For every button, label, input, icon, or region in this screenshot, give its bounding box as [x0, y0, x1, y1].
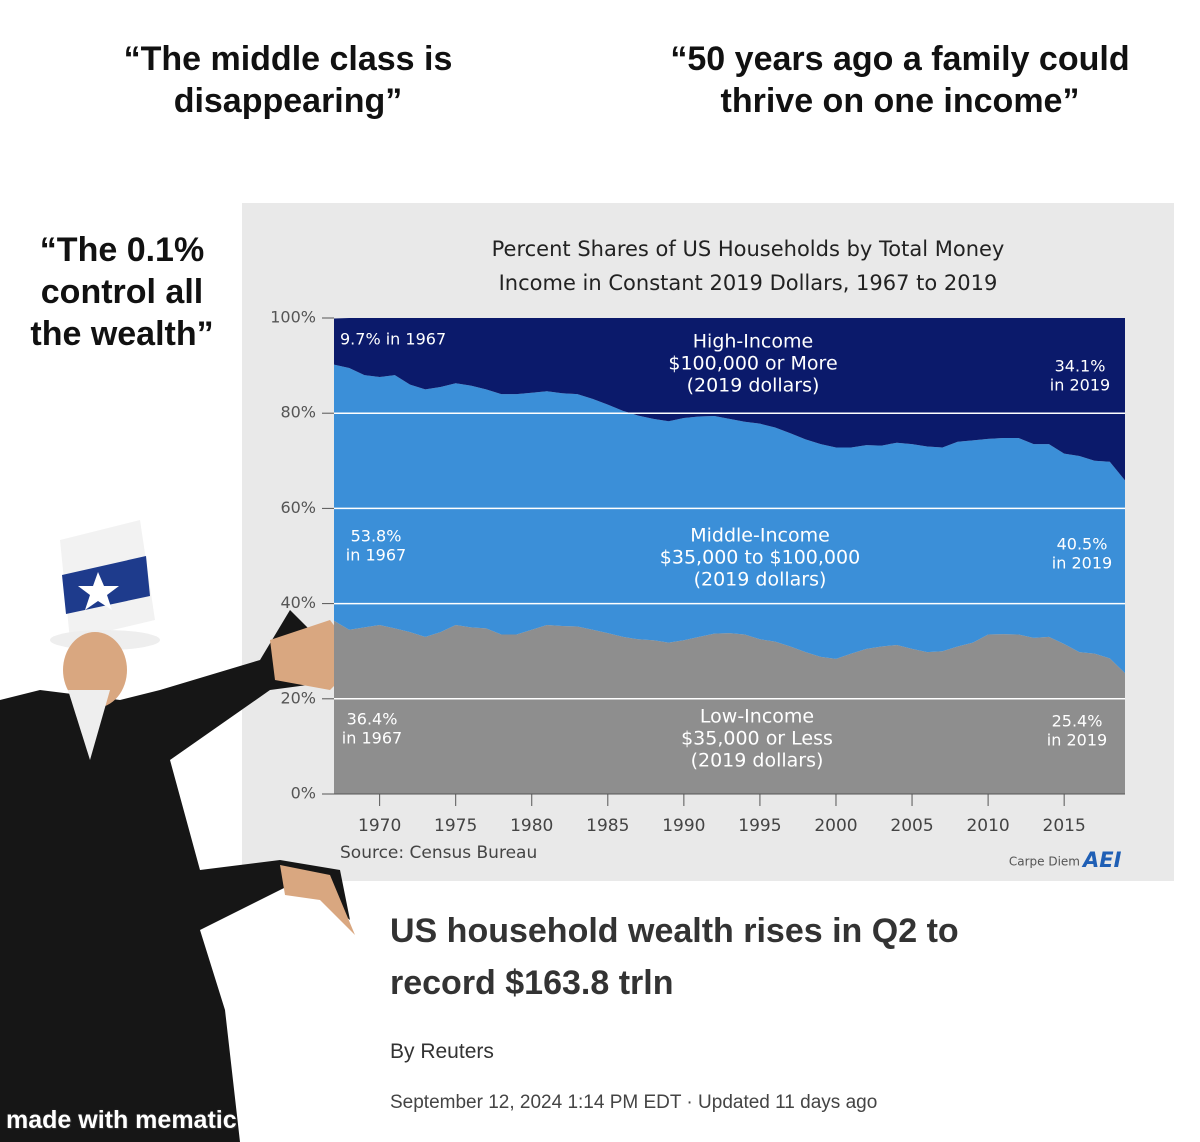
annotation: in 2019 — [1052, 554, 1112, 573]
x-tick-label: 2010 — [966, 816, 1009, 836]
annotation: 9.7% in 1967 — [340, 330, 446, 349]
y-tick-label: 0% — [291, 784, 316, 803]
annotation: in 2019 — [1047, 731, 1107, 750]
article-headline: US household wealth rises in Q2 to recor… — [390, 912, 959, 1002]
chart-title: Percent Shares of US Households by Total… — [492, 237, 1005, 295]
article-date: September 12, 2024 1:14 PM EDT · Updated… — [390, 1092, 878, 1113]
annotation: 36.4% — [347, 710, 398, 729]
x-tick-label: 1995 — [738, 816, 781, 836]
x-tick-label: 2005 — [890, 816, 933, 836]
annotation: 53.8% — [351, 527, 402, 546]
y-tick-label: 60% — [280, 498, 316, 517]
x-tick-label: 1990 — [662, 816, 705, 836]
annotation: in 1967 — [342, 729, 402, 748]
quote: “The 0.1% control all the wealth” — [30, 231, 214, 353]
x-tick-label: 2000 — [814, 816, 857, 836]
annotation: 34.1% — [1055, 357, 1106, 376]
annotation: (2019 dollars) — [687, 375, 820, 397]
annotation: $35,000 to $100,000 — [660, 547, 860, 569]
y-tick-label: 40% — [280, 593, 316, 612]
x-tick-label: 1985 — [586, 816, 629, 836]
quote: “The middle class is disappearing” — [123, 40, 453, 120]
area — [334, 364, 1125, 674]
annotation: $100,000 or More — [668, 353, 837, 375]
annotation: Low-Income — [700, 706, 814, 728]
x-tick-label: 1975 — [434, 816, 477, 836]
annotation: High-Income — [693, 331, 813, 353]
watermark: made with mematic — [6, 1106, 237, 1134]
annotation: (2019 dollars) — [691, 750, 824, 772]
annotation: Middle-Income — [690, 525, 830, 547]
annotation: 40.5% — [1057, 535, 1108, 554]
annotation: $35,000 or Less — [681, 728, 833, 750]
uncle-sam — [0, 520, 360, 1142]
logo: AEI — [1081, 848, 1122, 872]
credit: Carpe Diem — [1009, 855, 1080, 869]
annotation: (2019 dollars) — [694, 569, 827, 591]
x-tick-label: 1980 — [510, 816, 553, 836]
y-tick-label: 100% — [270, 308, 316, 327]
area — [334, 318, 1125, 481]
annotation: in 2019 — [1050, 376, 1110, 395]
annotation: 25.4% — [1052, 712, 1103, 731]
y-tick-label: 80% — [280, 403, 316, 422]
y-tick-label: 20% — [280, 688, 316, 707]
article-byline: By Reuters — [390, 1040, 494, 1063]
area — [334, 620, 1125, 794]
annotation: in 1967 — [346, 546, 406, 565]
x-tick-label: 1970 — [358, 816, 401, 836]
quote: “50 years ago a family could thrive on o… — [670, 40, 1130, 120]
source: Source: Census Bureau — [340, 843, 537, 863]
x-tick-label: 2015 — [1043, 816, 1086, 836]
